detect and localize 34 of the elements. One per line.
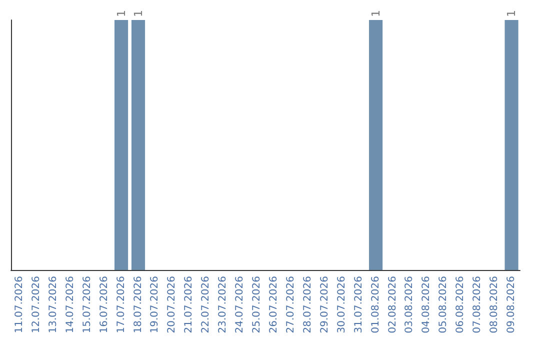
x-tick-label: 07.08.2026 [472,276,484,334]
x-tick-label: 08.08.2026 [489,276,500,334]
data-label: 1 [132,10,145,17]
x-tick-label: 16.07.2026 [98,276,110,334]
x-tick-label: 23.07.2026 [218,276,229,334]
x-tick-label: 11.07.2026 [14,276,25,334]
x-tick-label: 14.07.2026 [64,276,76,334]
x-tick-label: 28.07.2026 [302,276,314,334]
x-tick-label: 17.07.2026 [116,276,127,334]
x-tick-label: 15.07.2026 [82,276,93,334]
x-tick-label: 18.07.2026 [132,276,144,334]
x-tick-label: 03.08.2026 [404,276,416,334]
x-tick-label: 01.08.2026 [370,276,382,334]
x-tick-label: 31.07.2026 [353,276,364,334]
x-tick-label: 27.07.2026 [285,276,296,334]
x-tick-label: 24.07.2026 [234,276,246,334]
data-label: 1 [505,10,518,17]
x-tick-label: 09.08.2026 [506,276,518,334]
x-tick-label: 25.07.2026 [252,276,263,334]
x-tick-label: 04.08.2026 [421,276,432,334]
x-tick-label: 29.07.2026 [319,276,330,334]
x-tick-label: 12.07.2026 [30,276,42,334]
x-tick-label: 22.07.2026 [200,276,212,334]
x-tick-label: 05.08.2026 [438,276,450,334]
data-label: 1 [114,10,128,17]
x-tick-label: 06.08.2026 [455,276,466,334]
x-tick-label: 13.07.2026 [48,276,59,334]
data-label: 1 [369,10,382,17]
x-tick-label: 02.08.2026 [387,276,398,334]
x-tick-label: 26.07.2026 [268,276,280,334]
x-tick-label: 30.07.2026 [336,276,348,334]
x-tick-label: 19.07.2026 [150,276,161,334]
x-tick-label: 21.07.2026 [184,276,195,334]
x-tick-label: 20.07.2026 [166,276,178,334]
